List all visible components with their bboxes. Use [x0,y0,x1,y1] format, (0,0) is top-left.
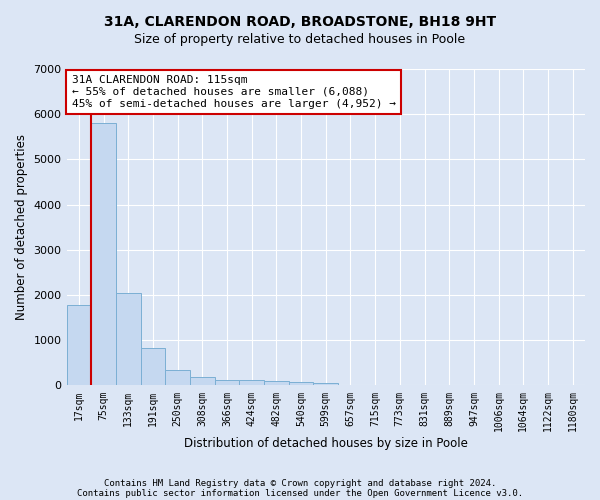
X-axis label: Distribution of detached houses by size in Poole: Distribution of detached houses by size … [184,437,468,450]
Y-axis label: Number of detached properties: Number of detached properties [15,134,28,320]
Bar [289,382,313,386]
Text: Contains HM Land Registry data © Crown copyright and database right 2024.: Contains HM Land Registry data © Crown c… [104,478,496,488]
Bar [313,383,338,386]
Bar [116,293,140,386]
Bar [165,370,190,386]
Text: 31A CLARENDON ROAD: 115sqm
← 55% of detached houses are smaller (6,088)
45% of s: 31A CLARENDON ROAD: 115sqm ← 55% of deta… [72,76,396,108]
Bar [140,348,165,386]
Bar [239,380,264,386]
Bar [190,377,215,386]
Bar [67,305,91,386]
Bar [91,124,116,386]
Bar [264,381,289,386]
Bar [215,380,239,386]
Text: Size of property relative to detached houses in Poole: Size of property relative to detached ho… [134,32,466,46]
Text: 31A, CLARENDON ROAD, BROADSTONE, BH18 9HT: 31A, CLARENDON ROAD, BROADSTONE, BH18 9H… [104,15,496,29]
Text: Contains public sector information licensed under the Open Government Licence v3: Contains public sector information licen… [77,488,523,498]
